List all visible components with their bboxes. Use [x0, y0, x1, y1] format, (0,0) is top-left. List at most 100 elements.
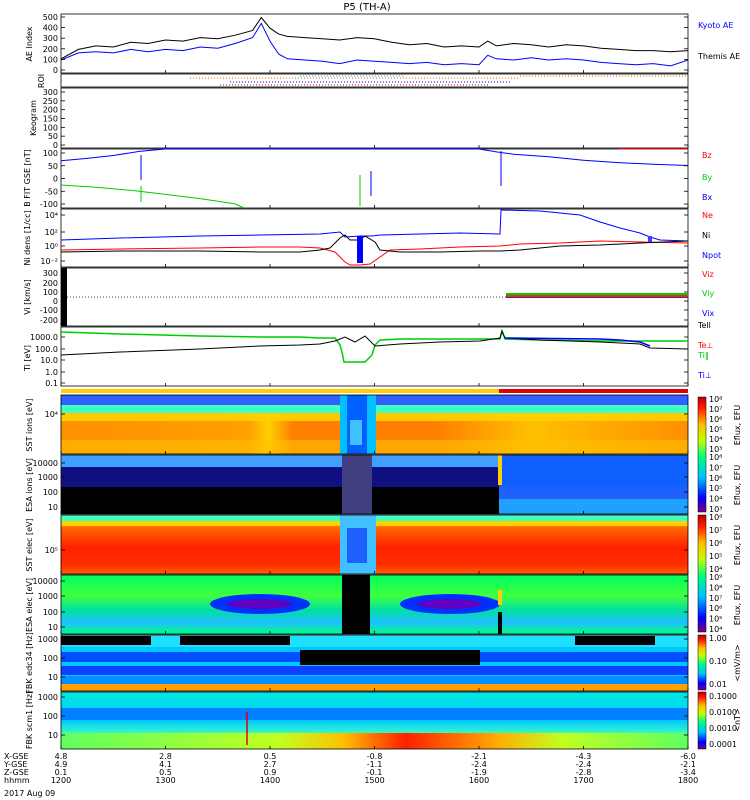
- cbar-tick-label: 10⁵: [709, 552, 722, 561]
- xaxis-value: 1700: [573, 776, 593, 785]
- legend-tell: Tell: [697, 321, 711, 330]
- panel-fbk-e-ylabel: FBK edc34 [Hz]: [25, 632, 34, 693]
- cbar-tick-label: 10⁵: [709, 484, 722, 493]
- cbar-tick-label: 10⁴: [709, 435, 722, 444]
- ytick-label: 50: [48, 132, 58, 141]
- ytick-label: 100: [43, 288, 58, 297]
- date-label: 2017 Aug 09: [4, 789, 55, 798]
- ytick-label: 150: [43, 115, 58, 124]
- legend-by: By: [702, 173, 712, 182]
- xaxis-value: 0.5: [159, 768, 172, 777]
- cbar-tick-label: 0.0010: [709, 724, 737, 733]
- cbar-tick-label: 10³: [709, 505, 722, 514]
- cbar-tick-label: 0.01: [709, 680, 727, 689]
- ytick-label: 1.0: [45, 368, 58, 377]
- xaxis-value: -0.8: [367, 752, 383, 761]
- ytick-label: 300: [43, 88, 58, 97]
- xaxis-value: -0.1: [367, 768, 383, 777]
- panel-keogram-ylabel: Keogram: [29, 100, 38, 136]
- series-kyoto-ae: [60, 22, 689, 67]
- xaxis-value: 1800: [678, 776, 698, 785]
- xaxis-row-label: X-GSE: [4, 752, 29, 761]
- ytick-label: 10000: [33, 459, 58, 468]
- panel-roi-ylabel: ROI: [37, 74, 46, 88]
- ytick-label: 10: [48, 623, 58, 632]
- panel-bfield-ylabel: B FIT GSE [nT]: [23, 149, 32, 207]
- ytick-label: 100: [43, 55, 58, 64]
- cbar-tick-label: 10⁸: [709, 583, 722, 592]
- series-themis-ae: [60, 16, 689, 60]
- ytick-label: 0: [53, 66, 58, 75]
- legend-themis-ae: Themis AE: [697, 52, 740, 61]
- ytick-label: 10⁰: [45, 242, 58, 251]
- legend-ti-perp: Ti⊥: [697, 371, 712, 380]
- ytick-label: 10: [48, 673, 58, 682]
- panel-fbk-e: FBK edc34 [Hz] 1000 100 10 <mV/m>: [25, 632, 742, 693]
- cbar-tick-label: 10⁴: [709, 625, 722, 634]
- cbar-tick-label: 0.0100: [709, 708, 737, 717]
- fbk-e-cbar-label: <mV/m>: [733, 644, 742, 681]
- cbar-tick-label: 10⁷: [709, 594, 722, 603]
- legend-kyoto-ae: Kyoto AE: [698, 21, 733, 30]
- xaxis-value: -3.4: [680, 768, 696, 777]
- ytick-label: -200: [40, 316, 58, 325]
- panel-sst-elec-ylabel: SST elec [eV]: [25, 518, 34, 571]
- legend-te-perp: Te⊥: [697, 341, 713, 350]
- fbk-b-cbar-label: <nT>: [733, 708, 742, 731]
- xaxis-value: 0.9: [264, 768, 277, 777]
- ytick-label: 10⁴: [45, 211, 58, 220]
- legend-ni: Ni: [702, 231, 710, 240]
- legend-npot: Npot: [702, 251, 721, 260]
- ytick-label: 1000: [38, 592, 58, 601]
- esa-elec-cbar-label: Eflux, EFU: [733, 585, 742, 626]
- ytick-label: 200: [43, 45, 58, 54]
- mode-bar-slow: [61, 389, 499, 393]
- cbar-tick-label: 0.0001: [709, 740, 737, 749]
- ytick-label: 100: [43, 123, 58, 132]
- cbar-tick-label: 10⁵: [709, 615, 722, 624]
- cbar-tick-label: 10⁷: [709, 463, 722, 472]
- xaxis-value: 4.8: [55, 752, 68, 761]
- panel-density: Ni dens [1/cc] 10⁴ 10² 10⁰ 10⁻² Ne Ni Npot: [23, 208, 721, 268]
- cbar-tick-label: 10⁸: [709, 453, 722, 462]
- panel-roi: ROI: [37, 73, 689, 88]
- ytick-label: -100: [40, 306, 58, 315]
- ytick-label: 200: [43, 106, 58, 115]
- cbar-tick-label: 10⁴: [709, 565, 722, 574]
- cbar-tick-label: 10⁴: [709, 495, 722, 504]
- panel-esa-ions: ESA ions [eV] 10000 1000 100 10 Eflux, EFU: [25, 454, 742, 515]
- cbar-tick-label: 10⁵: [709, 425, 722, 434]
- xaxis-value: 1600: [469, 776, 489, 785]
- sst-elec-cbar-label: Eflux, EFU: [733, 525, 742, 566]
- ytick-label: 1000: [38, 693, 58, 702]
- xaxis-value: -2.4: [576, 760, 592, 769]
- mode-bar-fast: [499, 389, 688, 393]
- cbar-tick-label: 1.00: [709, 634, 727, 643]
- ytick-label: -100: [40, 200, 58, 209]
- ytick-label: 500: [43, 13, 58, 22]
- ytick-label: 10000: [33, 577, 58, 586]
- panel-fbk-b: FBK scm1 [Hz] 1000 100 10 <nT>: [25, 691, 742, 750]
- panel-density-ylabel: Ni dens [1/cc]: [23, 210, 32, 265]
- ytick-label: 50: [48, 162, 58, 171]
- xaxis-value: -6.0: [680, 752, 696, 761]
- ytick-label: 1000.0: [30, 333, 58, 342]
- ytick-label: 300: [43, 34, 58, 43]
- panel-esa-ions-ylabel: ESA ions [eV]: [25, 458, 34, 512]
- plot-title: P5 (TH-A): [343, 2, 390, 13]
- xaxis-value: -2.8: [576, 768, 592, 777]
- colorbars: [697, 396, 707, 750]
- cbar-tick-label: 0.1000: [709, 692, 737, 701]
- ytick-label: 10⁻²: [40, 257, 58, 266]
- ytick-label: 10⁵: [45, 546, 58, 555]
- xaxis-value: 2.7: [264, 760, 277, 769]
- ytick-label: 10²: [45, 228, 58, 237]
- cbar-tick-label: 10⁶: [709, 604, 722, 613]
- cbar-tick-label: 10³: [709, 445, 722, 454]
- cbar-tick-label: 10⁶: [709, 474, 722, 483]
- xaxis-value: -2.1: [471, 752, 487, 761]
- xaxis-value: 1300: [155, 776, 175, 785]
